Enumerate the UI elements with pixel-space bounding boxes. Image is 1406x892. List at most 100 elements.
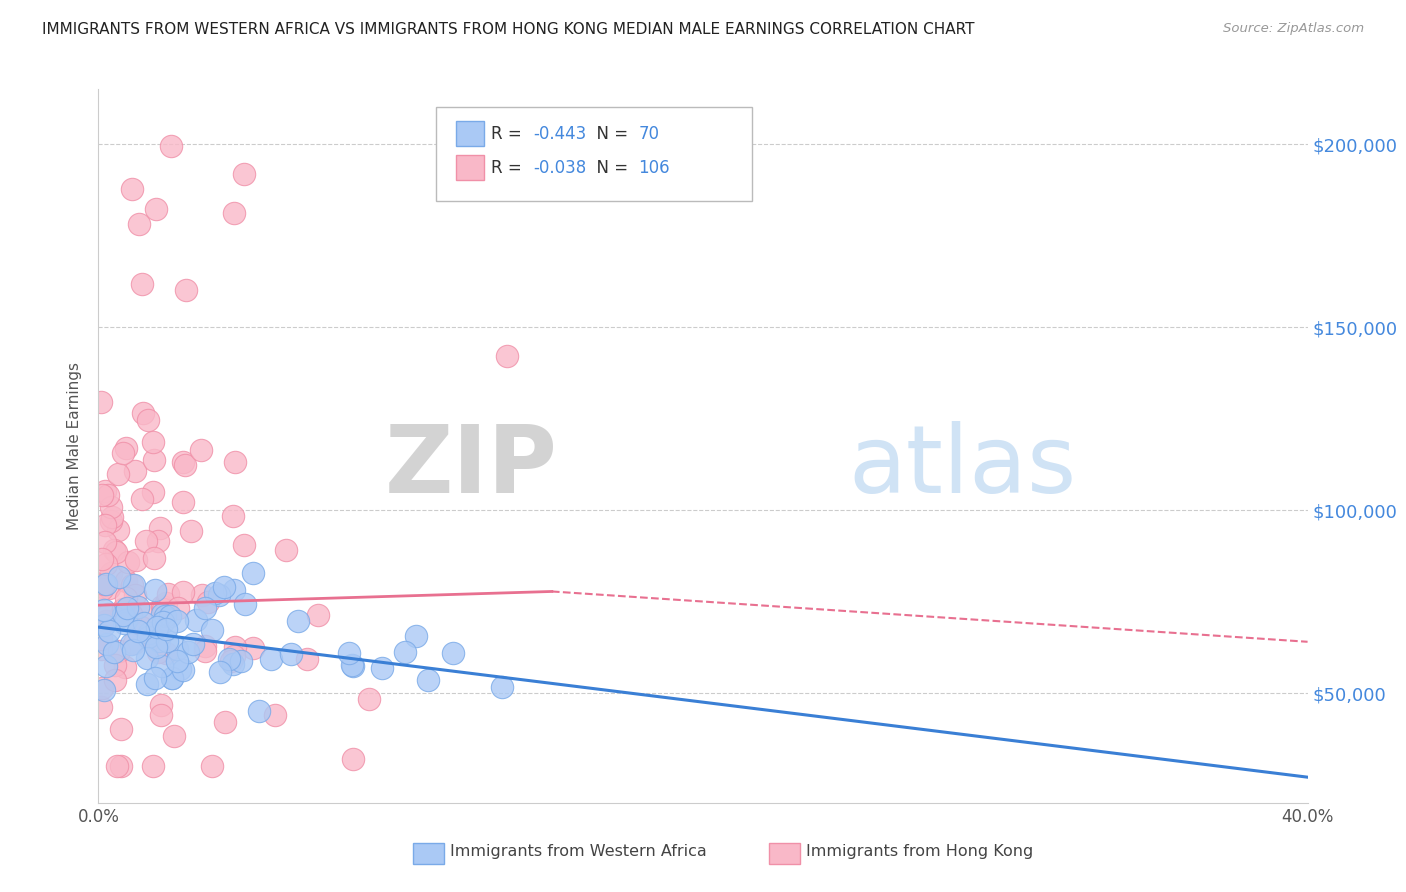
Point	[222, 657, 245, 672]
Point	[224, 582, 246, 597]
Point	[287, 614, 309, 628]
Point	[441, 646, 464, 660]
Point	[105, 759, 128, 773]
Point	[150, 599, 173, 613]
Point	[172, 584, 194, 599]
Point	[134, 616, 156, 631]
Point	[194, 644, 217, 658]
Point	[97, 488, 120, 502]
Point	[150, 659, 173, 673]
Point	[155, 596, 177, 610]
Text: R =: R =	[491, 125, 527, 143]
Text: -0.038: -0.038	[533, 159, 586, 177]
Point	[145, 202, 167, 217]
Point	[93, 683, 115, 698]
Point	[208, 588, 231, 602]
Point	[307, 607, 329, 622]
Point	[104, 673, 127, 687]
Point	[180, 524, 202, 538]
Point	[145, 640, 167, 654]
Point	[152, 602, 174, 616]
Point	[121, 637, 143, 651]
Text: atlas: atlas	[848, 421, 1077, 514]
Point	[117, 555, 139, 569]
Point	[160, 671, 183, 685]
Point	[405, 629, 427, 643]
Point	[96, 637, 118, 651]
Point	[91, 681, 114, 695]
Point	[136, 676, 159, 690]
Point	[143, 453, 166, 467]
Point	[96, 615, 118, 629]
Point	[100, 566, 122, 580]
Point	[224, 455, 246, 469]
Point	[152, 615, 174, 629]
Point	[136, 628, 159, 642]
Point	[110, 759, 132, 773]
Point	[143, 582, 166, 597]
Point	[167, 600, 190, 615]
Point	[112, 615, 135, 630]
Point	[104, 658, 127, 673]
Text: Source: ZipAtlas.com: Source: ZipAtlas.com	[1223, 22, 1364, 36]
Point	[132, 406, 155, 420]
Point	[139, 628, 162, 642]
Point	[124, 578, 146, 592]
Point	[264, 708, 287, 723]
Point	[111, 608, 134, 623]
Point	[110, 607, 132, 622]
Point	[136, 412, 159, 426]
Point	[121, 578, 143, 592]
Point	[222, 508, 245, 523]
Point	[91, 580, 114, 594]
Point	[122, 636, 145, 650]
Point	[156, 633, 179, 648]
Point	[416, 673, 439, 687]
Point	[149, 707, 172, 722]
Point	[160, 671, 183, 685]
Point	[495, 349, 517, 363]
Point	[214, 714, 236, 729]
Point	[194, 640, 217, 654]
Point	[125, 553, 148, 567]
Point	[342, 658, 364, 673]
Point	[91, 552, 114, 566]
Point	[280, 647, 302, 661]
Point	[172, 455, 194, 469]
Point	[101, 510, 124, 524]
Point	[224, 648, 246, 663]
Point	[100, 514, 122, 528]
Point	[94, 518, 117, 533]
Point	[131, 491, 153, 506]
Point	[148, 533, 170, 548]
Text: Immigrants from Western Africa: Immigrants from Western Africa	[450, 845, 707, 859]
Point	[134, 607, 156, 622]
Point	[155, 622, 177, 636]
Text: Immigrants from Hong Kong: Immigrants from Hong Kong	[806, 845, 1033, 859]
Point	[138, 625, 160, 640]
Point	[93, 603, 115, 617]
Point	[127, 599, 149, 614]
Point	[104, 545, 127, 559]
Point	[93, 577, 115, 591]
Point	[394, 645, 416, 659]
Point	[115, 591, 138, 606]
Point	[94, 483, 117, 498]
Point	[93, 618, 115, 632]
Point	[174, 458, 197, 472]
Point	[136, 630, 159, 644]
Text: -0.443: -0.443	[533, 125, 586, 143]
Point	[124, 464, 146, 478]
Point	[242, 641, 264, 656]
Point	[148, 645, 170, 659]
Point	[247, 704, 270, 718]
Point	[231, 655, 253, 669]
Point	[166, 642, 188, 657]
Point	[128, 217, 150, 231]
Text: N =: N =	[586, 125, 634, 143]
Point	[153, 609, 176, 624]
Point	[337, 646, 360, 660]
Point	[222, 205, 245, 219]
Point	[148, 633, 170, 648]
Point	[163, 729, 186, 743]
